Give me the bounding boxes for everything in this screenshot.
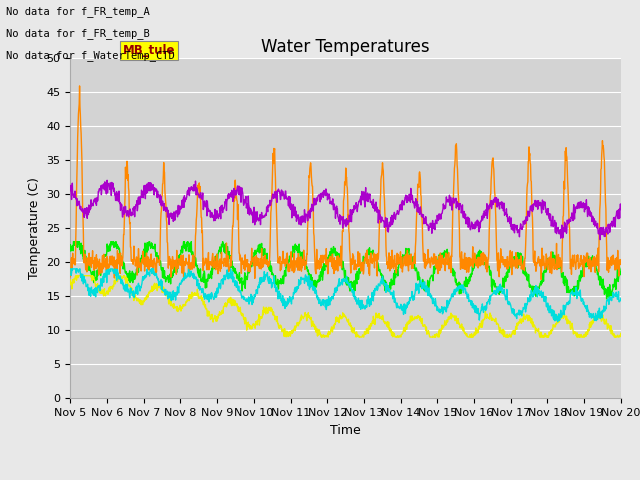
Text: No data for f_WaterTemp_CTD: No data for f_WaterTemp_CTD (6, 49, 175, 60)
Y-axis label: Temperature (C): Temperature (C) (28, 177, 41, 279)
Text: MB_tule: MB_tule (123, 44, 175, 57)
X-axis label: Time: Time (330, 424, 361, 437)
Text: No data for f_FR_temp_A: No data for f_FR_temp_A (6, 6, 150, 17)
Text: No data for f_FR_temp_B: No data for f_FR_temp_B (6, 28, 150, 39)
Legend: FR_temp_C, FD_Temp_1, WaterT, CondTemp, MDTemp_A: FR_temp_C, FD_Temp_1, WaterT, CondTemp, … (99, 475, 592, 480)
Title: Water Temperatures: Water Temperatures (261, 38, 430, 56)
